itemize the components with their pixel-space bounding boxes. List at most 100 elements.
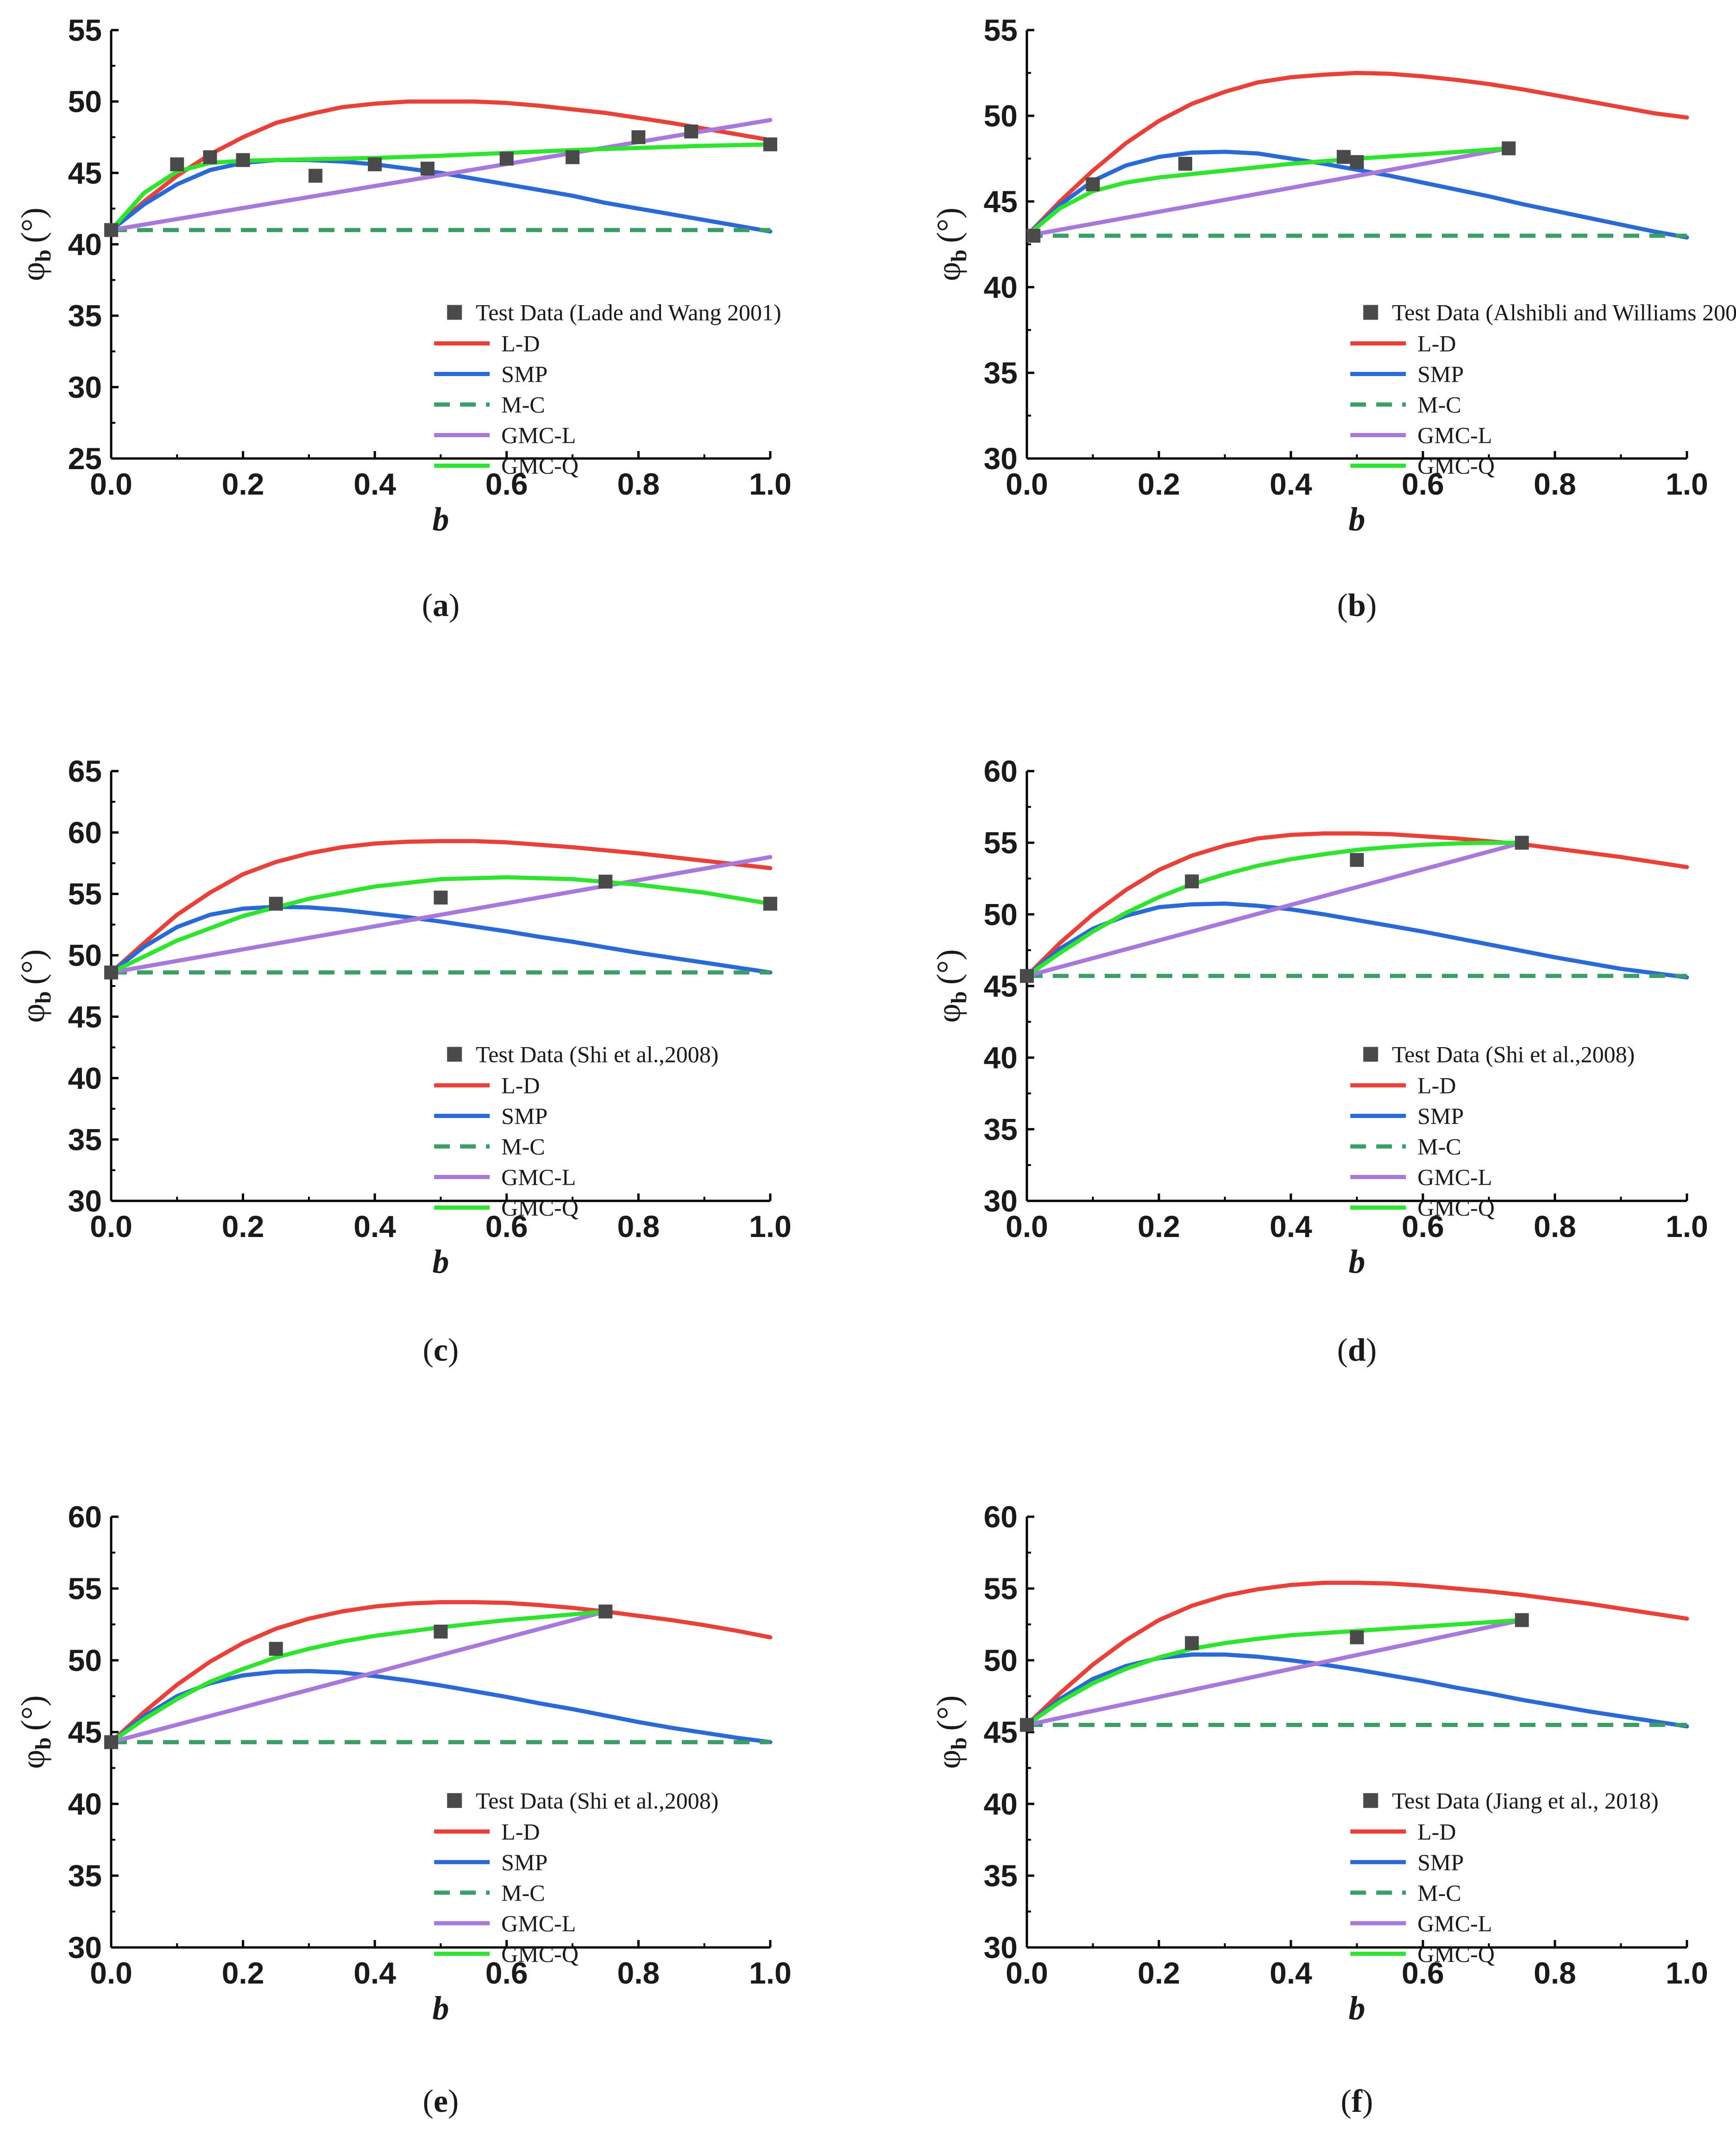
x-tick-label: 0.0	[90, 1209, 132, 1243]
test-data-point	[170, 157, 184, 171]
legend-label-gmc-q: GMC-Q	[1417, 453, 1495, 479]
legend-label-m-c: M-C	[501, 392, 545, 418]
test-data-point	[308, 169, 323, 183]
test-data-point	[763, 897, 777, 911]
caption-open: (	[1337, 588, 1348, 623]
series-line-gmc-q	[111, 1609, 608, 1745]
legend-label-smp: SMP	[1417, 361, 1464, 387]
y-tick-label: 45	[68, 1715, 102, 1749]
y-tick-label: 55	[984, 826, 1018, 860]
series-line-gmc-q	[1027, 1618, 1524, 1727]
y-tick-label: 50	[68, 1643, 102, 1677]
x-tick-label: 0.2	[222, 1956, 264, 1990]
x-tick-label: 0.6	[485, 1209, 528, 1243]
caption-close: )	[449, 588, 459, 623]
caption-letter: d	[1348, 1332, 1366, 1368]
series-line-gmc-q	[111, 875, 773, 975]
series-line-gmc-l	[1027, 146, 1511, 238]
caption-letter: a	[433, 588, 449, 623]
y-tick-label: 35	[68, 1859, 102, 1893]
y-tick-label: 35	[984, 1859, 1018, 1893]
series-line-gmc-l	[1027, 1618, 1524, 1727]
x-tick-label: 1.0	[749, 467, 792, 501]
series-line-gmc-l	[1027, 841, 1524, 978]
y-tick-label: 50	[984, 897, 1018, 931]
series-line-smp	[111, 158, 773, 234]
caption-close: )	[1366, 588, 1377, 623]
x-tick-label: 0.4	[1270, 467, 1312, 501]
y-axis-label: φb (°)	[14, 949, 56, 1023]
series-line-gmc-l	[111, 118, 773, 232]
test-data-point	[1515, 835, 1529, 850]
legend: Test Data (Shi et al.,2008) L-D SMP M-C GMC-…	[434, 1788, 718, 1967]
y-tick-label: 60	[68, 816, 102, 850]
caption-open: (	[1341, 2084, 1352, 2119]
test-data-point	[566, 150, 580, 164]
y-tick-label: 50	[984, 1643, 1018, 1677]
test-data-point	[269, 897, 283, 911]
plot-area	[1027, 831, 1689, 980]
y-tick-label: 55	[984, 1571, 1018, 1606]
series-line-smp	[1027, 150, 1689, 240]
x-tick-label: 0.8	[1534, 467, 1576, 501]
legend-label-gmc-l: GMC-L	[501, 1164, 576, 1190]
caption-close: )	[448, 1332, 459, 1368]
y-axis-unit: (°)	[14, 949, 51, 985]
y-tick-label: 35	[68, 1122, 102, 1156]
x-tick-label: 0.0	[1006, 1956, 1048, 1990]
y-tick-label: 50	[984, 99, 1018, 133]
x-tick-label: 0.0	[1006, 467, 1048, 501]
test-data-point	[499, 151, 514, 166]
test-data-point	[104, 965, 118, 980]
x-tick-label: 0.6	[485, 1956, 528, 1990]
caption-open: (	[423, 2084, 434, 2119]
x-tick-label: 0.2	[1138, 1956, 1180, 1990]
x-tick-label: 0.2	[222, 467, 264, 501]
y-axis-subscript: b	[947, 1737, 971, 1750]
legend-label-smp: SMP	[501, 1103, 547, 1129]
legend-test-marker	[1363, 1047, 1378, 1062]
series-line-l-d	[111, 99, 773, 232]
legend: Test Data (Shi et al.,2008) L-D SMP M-C GMC-…	[1350, 1041, 1635, 1220]
x-tick-label: 0.8	[1534, 1209, 1576, 1243]
x-tick-label: 0.8	[617, 1956, 660, 1990]
y-tick-label: 40	[984, 1041, 1018, 1075]
x-axis-label: b	[433, 1243, 449, 1280]
caption-letter: b	[1348, 588, 1366, 623]
test-data-point	[1185, 1636, 1199, 1650]
x-tick-label: 0.4	[353, 467, 396, 501]
x-tick-label: 0.6	[1402, 1956, 1444, 1990]
caption-letter: c	[434, 1332, 448, 1368]
series-line-smp	[1027, 901, 1689, 980]
y-axis-subscript: b	[31, 1737, 56, 1750]
caption-open: (	[422, 588, 433, 623]
legend-label-m-c: M-C	[1417, 1880, 1461, 1906]
test-data-point	[1178, 157, 1192, 171]
legend-test-marker	[447, 305, 462, 320]
y-axis-unit: (°)	[14, 207, 51, 243]
y-tick-label: 45	[984, 969, 1018, 1003]
legend-label-l-d: L-D	[1417, 1819, 1456, 1845]
y-axis-symbol: φ	[14, 1004, 51, 1023]
y-tick-label: 30	[68, 370, 102, 404]
test-data-point	[1020, 1718, 1034, 1732]
legend-label-l-d: L-D	[1417, 1072, 1456, 1098]
y-axis-unit: (°)	[930, 949, 967, 985]
y-tick-label: 60	[68, 1500, 102, 1534]
legend-label-smp: SMP	[501, 1849, 547, 1875]
panel-caption: (e)	[423, 2084, 459, 2119]
y-axis-symbol: φ	[930, 1004, 967, 1023]
legend-label-l-d: L-D	[501, 331, 540, 357]
y-tick-label: 40	[68, 227, 102, 262]
y-tick-label: 30	[984, 441, 1018, 476]
y-axis-unit: (°)	[930, 1695, 967, 1731]
caption-close: )	[1366, 1332, 1377, 1368]
legend: Test Data (Alshibli and Williams 2005) L-…	[1350, 300, 1736, 479]
caption-close: )	[1362, 2084, 1373, 2119]
legend-label-gmc-l: GMC-L	[1417, 1164, 1492, 1190]
y-axis-label: φb (°)	[14, 1695, 56, 1769]
legend-test-marker	[447, 1793, 462, 1808]
legend-label-l-d: L-D	[501, 1072, 540, 1098]
x-tick-label: 1.0	[749, 1956, 792, 1990]
